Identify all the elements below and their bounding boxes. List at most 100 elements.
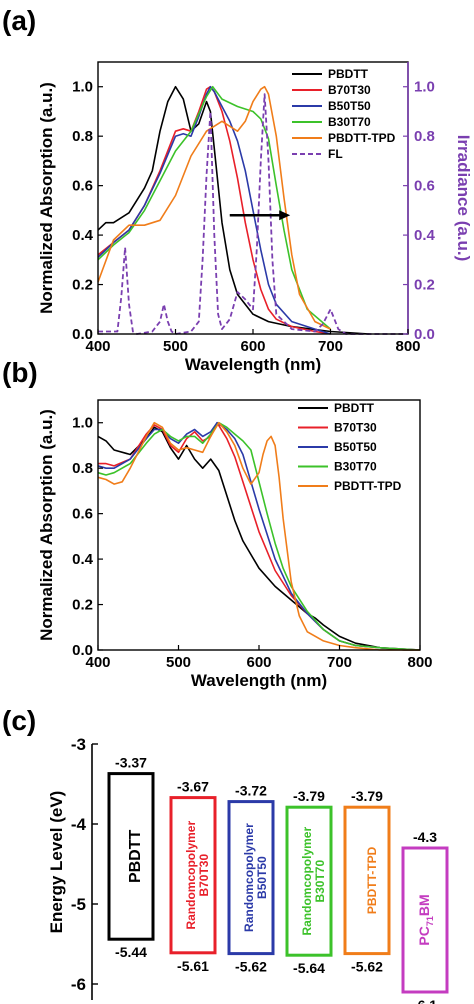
- lumo-label-b70t30: -3.67: [177, 779, 209, 795]
- homo-label-b30t70: -5.64: [293, 960, 325, 976]
- y2-tick-label: 0.8: [414, 128, 435, 145]
- lumo-label-pbdtt-tpd: -3.79: [351, 788, 383, 804]
- y-tick-label: 0.4: [72, 551, 94, 568]
- energy-box-pbdtt-tpd: [343, 805, 391, 956]
- box-name-part: BM: [416, 894, 432, 916]
- box-name-b30t70: RandomcopolymerB30T70: [300, 827, 327, 936]
- x-tick-label: 400: [85, 338, 110, 355]
- y2-tick-label: 0.6: [414, 178, 435, 195]
- box-name-b70t30: RandomcopolymerB70T30: [184, 821, 211, 930]
- energy-tick-label: -3: [71, 735, 86, 754]
- legend-label-b70t30: B70T30: [334, 421, 377, 435]
- homo-label-pbdtt: -5.44: [115, 944, 147, 960]
- energy-box-pbdtt: [107, 772, 155, 941]
- energy-box-b50t50: [227, 800, 275, 956]
- redshift-arrow-head: [279, 210, 291, 221]
- y-tick-label: 0.2: [72, 597, 93, 614]
- x-tick-label: 500: [166, 654, 191, 671]
- x-tick-label: 400: [85, 654, 110, 671]
- x-tick-label: 600: [246, 654, 271, 671]
- y-tick-label: 0.4: [72, 227, 94, 244]
- x-tick-label: 700: [327, 654, 352, 671]
- y2-tick-label: 0.4: [414, 227, 436, 244]
- y2-tick-label: 0.2: [414, 277, 435, 294]
- series-line-b50t50: [97, 421, 421, 651]
- x-axis-label: Wavelength (nm): [191, 671, 327, 690]
- y-tick-label: 0.8: [72, 460, 93, 477]
- box-name-line: B30T70: [313, 860, 327, 903]
- panel-label-c: (c): [2, 705, 36, 736]
- energy-tick-label: -4: [71, 815, 87, 834]
- legend-label-b30t70: B30T70: [328, 115, 371, 129]
- energy-box-b30t70: [285, 805, 333, 957]
- y2-axis-label: Irradiance (a.u.): [454, 135, 473, 262]
- legend-label-b50t50: B50T50: [328, 99, 371, 113]
- homo-label-pbdtt-tpd: -5.62: [351, 959, 383, 975]
- y-tick-label: 0.2: [72, 277, 93, 294]
- y2-tick-label: 1.0: [414, 79, 435, 96]
- legend-label-b30t70: B30T70: [334, 460, 377, 474]
- y-axis-label: Normalized Absorption (a.u.): [37, 82, 56, 314]
- box-name-pc71bm: PC71BM: [416, 894, 435, 945]
- box-name-subscript: 71: [425, 916, 435, 926]
- y-tick-label: 0.0: [72, 326, 93, 343]
- y-tick-label: 0.6: [72, 178, 93, 195]
- y-tick-label: 1.0: [72, 415, 93, 432]
- box-name-line: B70T30: [197, 854, 211, 897]
- x-tick-label: 500: [163, 338, 188, 355]
- chart-c: -3 -4 -5 -6 Energy Level (eV) -3.37 -5.44 PBDTT…: [47, 735, 449, 1004]
- homo-label-b50t50: -5.62: [235, 959, 267, 975]
- energy-axis-label: Energy Level (eV): [47, 791, 66, 934]
- series-line-pbdtt-tpd: [97, 421, 420, 651]
- homo-label-b70t30: -5.61: [177, 958, 209, 974]
- energy-box-pc71bm: [401, 846, 449, 994]
- y-axis-label: Normalized Absorption (a.u.): [37, 409, 56, 641]
- box-name-line: PBDTT-TPD: [365, 846, 379, 914]
- lumo-label-pc71bm: -4.3: [413, 829, 437, 845]
- legend-label-fl: FL: [328, 147, 343, 161]
- energy-tick-label: -5: [71, 895, 86, 914]
- box-name-part: PC: [416, 926, 432, 945]
- homo-label-pc71bm: -6.1: [413, 997, 437, 1004]
- lumo-label-b30t70: -3.79: [293, 788, 325, 804]
- box-name-line: B50T50: [255, 856, 269, 899]
- legend-label-pbdtt: PBDTT: [334, 401, 375, 415]
- series-line-b30t70: [97, 85, 332, 330]
- box-name-line: Randomcopolymer: [184, 821, 198, 930]
- series-line-b50t50: [97, 85, 331, 335]
- x-tick-label: 800: [395, 338, 420, 355]
- y-tick-label: 0.8: [72, 128, 93, 145]
- x-tick-label: 600: [240, 338, 265, 355]
- box-name-line: Randomcopolymer: [242, 823, 256, 932]
- chart-b: 400 500 600 700 800 0.0 0.2 0.4 0.6 0.8 1.0 Wavelen…: [37, 399, 433, 690]
- x-tick-label: 700: [318, 338, 343, 355]
- legend-label-b70t30: B70T30: [328, 83, 371, 97]
- x-tick-label: 800: [407, 654, 432, 671]
- legend-label-pbdtt-tpd: PBDTT-TPD: [334, 479, 402, 493]
- energy-tick-label: -6: [71, 975, 86, 994]
- y-tick-label: 0.6: [72, 506, 93, 523]
- series-line-pbdtt: [97, 85, 370, 335]
- legend-label-pbdtt-tpd: PBDTT-TPD: [328, 131, 396, 145]
- y2-tick-label: 0.0: [414, 326, 435, 343]
- lumo-label-b50t50: -3.72: [235, 783, 267, 799]
- series-line-fl: [98, 93, 408, 335]
- panel-label-a: (a): [2, 5, 36, 36]
- energy-box-b70t30: [169, 796, 217, 955]
- lumo-label-pbdtt: -3.37: [115, 755, 147, 771]
- x-axis-label: Wavelength (nm): [185, 355, 321, 374]
- panel-label-b: (b): [2, 357, 38, 388]
- chart-a: 400 500 600 700 8000.00.20.40.60.81.00.00.20…: [37, 61, 473, 374]
- y-tick-label: 0.0: [72, 642, 93, 659]
- legend-label-b50t50: B50T50: [334, 440, 377, 454]
- box-name-pbdtt-tpd: PBDTT-TPD: [365, 846, 379, 914]
- box-name-line: Randomcopolymer: [300, 827, 314, 936]
- box-name-pbdtt: PBDTT: [127, 830, 144, 884]
- legend-label-pbdtt: PBDTT: [328, 67, 369, 81]
- box-name-line: PBDTT: [127, 830, 144, 884]
- box-name-b50t50: RandomcopolymerB50T50: [242, 823, 269, 932]
- series-line-pbdtt-tpd: [97, 85, 331, 330]
- series-line-b30t70: [97, 421, 421, 651]
- series-line-b70t30: [98, 421, 421, 651]
